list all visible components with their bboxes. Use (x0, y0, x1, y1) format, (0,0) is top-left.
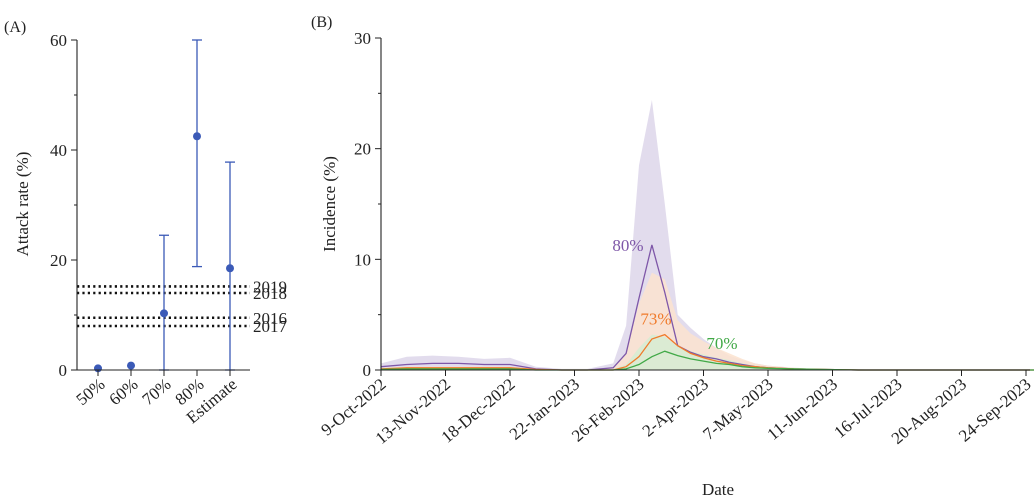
y-tick-label: 30 (354, 29, 371, 48)
y-tick-label: 20 (354, 140, 371, 159)
series-label-73%: 73% (640, 310, 671, 329)
y-tick-label: 20 (50, 251, 67, 270)
panel-b-y-axis-title: Incidence (%) (320, 156, 339, 252)
panel-b-x-axis-title: Date (702, 480, 734, 499)
data-point-Estimate (226, 264, 234, 273)
x-tick-label: 26-Feb-2023 (568, 375, 647, 446)
reference-line-label: 2016 (253, 309, 287, 328)
reference-line-label: 2019 (253, 277, 287, 296)
data-point-80% (193, 132, 201, 141)
x-tick-label: 70% (138, 375, 174, 410)
series-labels: 80% 73% 70% (612, 236, 737, 353)
reference-line-label: 2018 (253, 284, 287, 303)
panel-a-label: (A) (4, 19, 26, 36)
panel-a: (A) Attack rate (%) 0 20 40 60 50%60%70%80%… (4, 19, 288, 427)
series-label-80%: 80% (612, 236, 643, 255)
panel-a-x-ticks: 50%60%70%80%Estimate (72, 370, 241, 427)
panel-a-y-ticks: 0 20 40 60 (50, 31, 77, 380)
panel-b-x-ticks: 9-Oct-202213-Nov-202218-Dec-202222-Jan-2… (317, 370, 1034, 448)
x-tick-label: 24-Sep-2023 (955, 375, 1034, 446)
band-73% (381, 272, 1034, 370)
data-point-70% (160, 309, 168, 318)
y-tick-label: 60 (50, 31, 67, 50)
y-tick-label: 0 (363, 361, 372, 380)
panel-a-y-axis-title: Attack rate (%) (13, 152, 32, 257)
x-tick-label: 60% (105, 375, 141, 410)
band-80% (381, 100, 1034, 370)
panel-b-label: (B) (311, 14, 332, 31)
y-tick-label: 10 (354, 250, 371, 269)
series-label-70%: 70% (706, 334, 737, 353)
x-tick-label: 11-Jun-2023 (764, 375, 842, 444)
x-tick-label: 7-May-2023 (699, 375, 776, 444)
uncertainty-bands (381, 100, 1034, 370)
panel-b-y-ticks: 0 10 20 30 (354, 29, 381, 380)
panel-b: (B) Incidence (%) Date 80% 73% 70% 0 10 20 30… (311, 14, 1034, 499)
band-70% (381, 334, 1034, 370)
y-tick-label: 0 (59, 361, 68, 380)
y-tick-label: 40 (50, 141, 67, 160)
data-point-60% (127, 361, 135, 370)
reference-line-label: 2017 (253, 317, 288, 336)
error-bars (159, 39, 235, 371)
x-tick-label: 50% (72, 375, 108, 410)
